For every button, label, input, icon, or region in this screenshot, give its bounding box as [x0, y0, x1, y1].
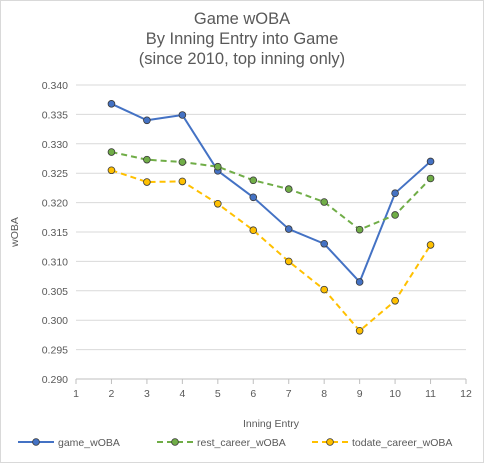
x-tick-label: 9 [357, 388, 363, 400]
data-point [426, 157, 435, 166]
y-tick-label: 0.315 [42, 227, 68, 239]
x-tick-label: 2 [109, 388, 115, 400]
y-tick-label: 0.325 [42, 168, 68, 180]
legend-item: rest_career_wOBA [157, 437, 286, 449]
x-tick-label: 8 [321, 388, 327, 400]
x-tick-label: 1 [73, 388, 79, 400]
legend-label: rest_career_wOBA [197, 437, 286, 449]
legend-label: game_wOBA [58, 437, 120, 449]
legend-label: todate_career_wOBA [352, 437, 452, 449]
x-axis-label: Inning Entry [243, 418, 300, 430]
legend-item: game_wOBA [18, 437, 120, 449]
data-point [178, 111, 187, 119]
data-point [284, 225, 293, 233]
data-point [107, 166, 116, 175]
data-point [107, 100, 116, 108]
y-axis-ticks: 0.290 0.295 0.300 0.305 0.310 0.315 0.320 0.325… [42, 80, 68, 386]
y-tick-label: 0.310 [42, 256, 68, 268]
data-point [391, 189, 399, 197]
y-axis-label: wOBA [9, 217, 21, 248]
series-line [111, 169, 432, 332]
y-tick-label: 0.300 [42, 315, 68, 327]
legend-marker [171, 438, 179, 446]
x-tick-label: 10 [389, 388, 401, 400]
data-point [284, 257, 293, 266]
legend-marker [326, 438, 334, 446]
series-todate_career_wOBA [107, 166, 435, 335]
chart-title-line-3: (since 2010, top inning only) [138, 50, 346, 68]
data-point [320, 198, 328, 206]
legend-marker [32, 438, 40, 446]
x-tick-label: 3 [144, 388, 150, 400]
chart-title-line-1: Game wOBA [193, 10, 291, 28]
data-point [391, 211, 399, 219]
y-tick-label: 0.305 [42, 286, 68, 298]
data-point [249, 226, 258, 235]
data-point [391, 296, 399, 305]
series-game_wOBA [107, 100, 435, 286]
x-tick-label: 12 [460, 388, 472, 400]
data-point [320, 239, 328, 248]
data-point [143, 178, 151, 186]
data-point [355, 278, 364, 286]
data-point [178, 158, 187, 166]
y-tick-label: 0.295 [42, 345, 68, 357]
data-point [355, 225, 364, 234]
data-point [249, 176, 258, 185]
data-point [284, 185, 293, 193]
chart-title-line-2: By Inning Entry into Game [145, 30, 339, 48]
data-point [214, 162, 222, 171]
x-tick-label: 11 [425, 388, 436, 400]
legend: game_wOBA rest_career_wOBA todate_career_w… [18, 437, 452, 449]
series-line [111, 102, 432, 283]
x-tick-label: 7 [286, 388, 292, 400]
data-point [143, 116, 151, 125]
data-point [178, 177, 187, 186]
series-layer [107, 100, 435, 335]
data-point [214, 199, 222, 208]
data-point [320, 285, 328, 294]
data-point [249, 193, 258, 202]
x-axis-ticks: 1 2 3 4 5 6 7 8 9 10 11 12 [73, 379, 472, 400]
data-point [355, 326, 364, 335]
y-tick-label: 0.320 [42, 198, 68, 210]
data-point [426, 174, 435, 183]
legend-item: todate_career_wOBA [312, 437, 452, 449]
series-line [111, 151, 432, 231]
gridlines [76, 84, 466, 351]
y-tick-label: 0.330 [42, 139, 68, 151]
series-rest_career_wOBA [107, 148, 435, 234]
x-tick-label: 5 [215, 388, 221, 400]
data-point [143, 155, 151, 164]
chart-title: Game wOBA By Inning Entry into Game (sin… [0, 9, 484, 69]
data-point [426, 241, 435, 249]
y-tick-label: 0.340 [42, 80, 68, 92]
x-tick-label: 6 [250, 388, 256, 400]
y-tick-label: 0.335 [42, 109, 68, 121]
data-point [107, 148, 116, 156]
y-tick-label: 0.290 [42, 374, 68, 386]
x-tick-label: 4 [179, 388, 185, 400]
